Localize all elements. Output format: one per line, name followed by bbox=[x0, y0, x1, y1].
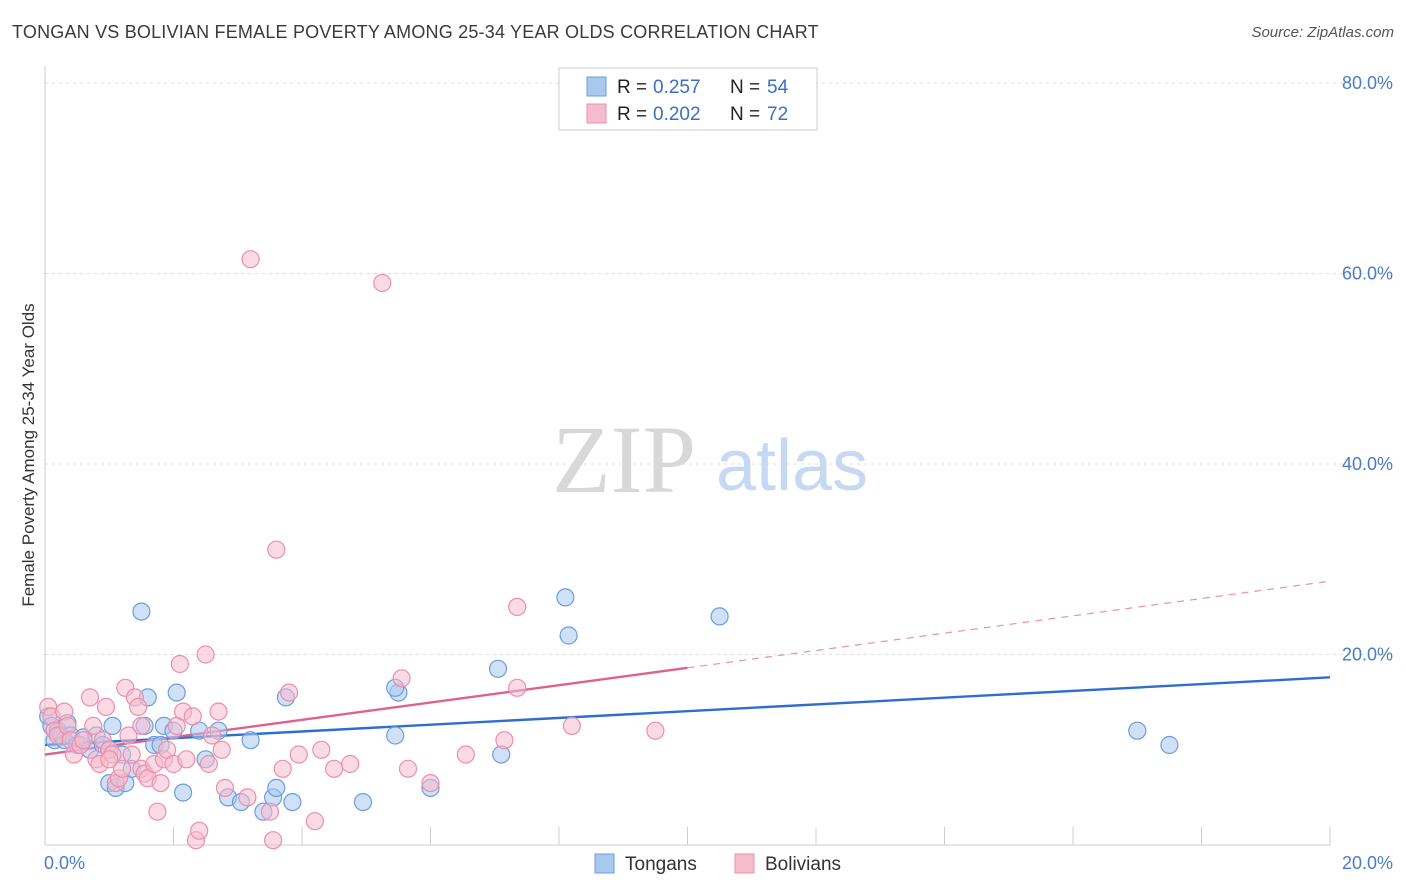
bolivian-point bbox=[341, 754, 360, 774]
tongan-point bbox=[103, 716, 122, 736]
bolivian-point bbox=[373, 273, 392, 293]
bolivians-trend-extension bbox=[687, 580, 1331, 669]
bolivian-point bbox=[96, 697, 116, 717]
legend-n-value-tongans: 54 bbox=[767, 77, 789, 98]
bottom-legend-swatch-tongans bbox=[594, 853, 615, 874]
bolivian-point bbox=[305, 812, 324, 831]
bottom-legend-swatch-bolivians bbox=[734, 853, 755, 874]
bolivian-point bbox=[177, 750, 196, 769]
bolivian-point bbox=[392, 669, 411, 688]
tongan-point bbox=[241, 731, 260, 750]
bolivian-point bbox=[312, 740, 331, 759]
y-tick-label: 40.0% bbox=[1342, 454, 1393, 474]
bolivian-point bbox=[209, 702, 228, 721]
bolivian-point bbox=[562, 716, 582, 736]
bolivian-point bbox=[100, 750, 119, 769]
tongan-point bbox=[353, 792, 373, 812]
tongan-point bbox=[1128, 721, 1147, 740]
tongan-point bbox=[559, 626, 578, 645]
legend-n-label: N = bbox=[730, 104, 760, 125]
legend-n-label: N = bbox=[730, 77, 760, 98]
bolivian-point bbox=[238, 788, 257, 807]
legend-swatch-bolivians bbox=[586, 103, 607, 124]
legend: R = 0.257 N = 54 R = 0.202 N = 72 bbox=[558, 67, 818, 131]
bolivian-point bbox=[508, 597, 527, 617]
bolivian-point bbox=[84, 716, 103, 736]
bolivian-point bbox=[264, 831, 283, 850]
bolivian-point bbox=[646, 721, 665, 740]
tongans-trend-line bbox=[44, 676, 1331, 747]
tongan-point bbox=[267, 778, 286, 798]
legend-n-value-bolivians: 72 bbox=[767, 104, 788, 125]
bottom-legend: Tongans Bolivians bbox=[594, 853, 841, 875]
tongan-point bbox=[386, 726, 405, 745]
watermark-zip: ZIP bbox=[552, 406, 696, 513]
y-tick-label: 80.0% bbox=[1342, 73, 1393, 93]
bolivian-point bbox=[495, 731, 514, 750]
bottom-legend-tongans: Tongans bbox=[625, 854, 697, 875]
bolivian-point bbox=[190, 821, 209, 840]
tongan-point bbox=[488, 659, 508, 678]
bolivian-point bbox=[456, 745, 475, 764]
legend-swatch-tongans bbox=[586, 76, 607, 97]
bolivian-point bbox=[129, 697, 148, 717]
tongan-point bbox=[283, 792, 302, 812]
bolivian-point bbox=[421, 773, 440, 793]
bolivian-point bbox=[398, 759, 418, 778]
watermark-atlas: atlas bbox=[716, 426, 868, 506]
tick-labels: 20.0% 40.0% 60.0% 80.0% 0.0% 20.0% bbox=[44, 73, 1393, 873]
bolivian-point bbox=[199, 754, 218, 774]
bolivian-point bbox=[241, 250, 260, 269]
bolivian-point bbox=[132, 716, 151, 736]
x-tick-label: 0.0% bbox=[44, 853, 85, 873]
tongan-point bbox=[556, 588, 575, 607]
y-tick-label: 20.0% bbox=[1342, 645, 1393, 665]
bolivian-point bbox=[267, 540, 286, 559]
watermark: ZIP atlas bbox=[552, 406, 868, 513]
bolivian-point bbox=[74, 731, 93, 750]
bolivian-point bbox=[215, 778, 234, 798]
bolivian-point bbox=[280, 683, 299, 702]
tongan-point bbox=[1160, 735, 1179, 755]
tongan-point bbox=[167, 683, 186, 702]
bolivian-point bbox=[119, 726, 138, 745]
bolivian-point bbox=[508, 678, 527, 697]
bottom-legend-bolivians: Bolivians bbox=[765, 854, 841, 875]
legend-r-label: R = bbox=[617, 77, 647, 98]
bolivian-point bbox=[289, 745, 308, 764]
svg-text:R =: R = bbox=[617, 77, 647, 98]
bolivian-point bbox=[196, 645, 215, 664]
bolivian-point bbox=[112, 759, 132, 778]
chart-title: TONGAN VS BOLIVIAN FEMALE POVERTY AMONG … bbox=[12, 22, 819, 42]
bolivian-point bbox=[151, 773, 170, 793]
bolivian-point bbox=[325, 759, 344, 778]
legend-r-label: R = bbox=[617, 104, 647, 125]
bolivian-point bbox=[183, 707, 202, 726]
bolivian-point bbox=[170, 654, 189, 674]
bolivian-point bbox=[80, 688, 100, 707]
y-axis-label: Female Poverty Among 25-34 Year Olds bbox=[19, 303, 38, 606]
grid-lines bbox=[45, 82, 1395, 655]
bolivian-point bbox=[212, 740, 231, 759]
legend-r-value-tongans: 0.257 bbox=[653, 77, 701, 98]
legend-r-value-bolivians: 0.202 bbox=[653, 104, 701, 125]
bolivian-point bbox=[260, 802, 279, 821]
tongan-point bbox=[132, 602, 151, 621]
data-points bbox=[39, 250, 1179, 850]
bolivian-point bbox=[203, 726, 222, 745]
bolivian-point bbox=[148, 802, 167, 821]
bolivian-point bbox=[122, 745, 141, 764]
chart-source: Source: ZipAtlas.com bbox=[1251, 24, 1394, 41]
y-tick-label: 60.0% bbox=[1342, 264, 1393, 284]
x-tick-label: 20.0% bbox=[1342, 853, 1393, 873]
tongan-point bbox=[174, 783, 193, 802]
tongan-point bbox=[710, 607, 729, 626]
bolivian-point bbox=[273, 759, 292, 778]
